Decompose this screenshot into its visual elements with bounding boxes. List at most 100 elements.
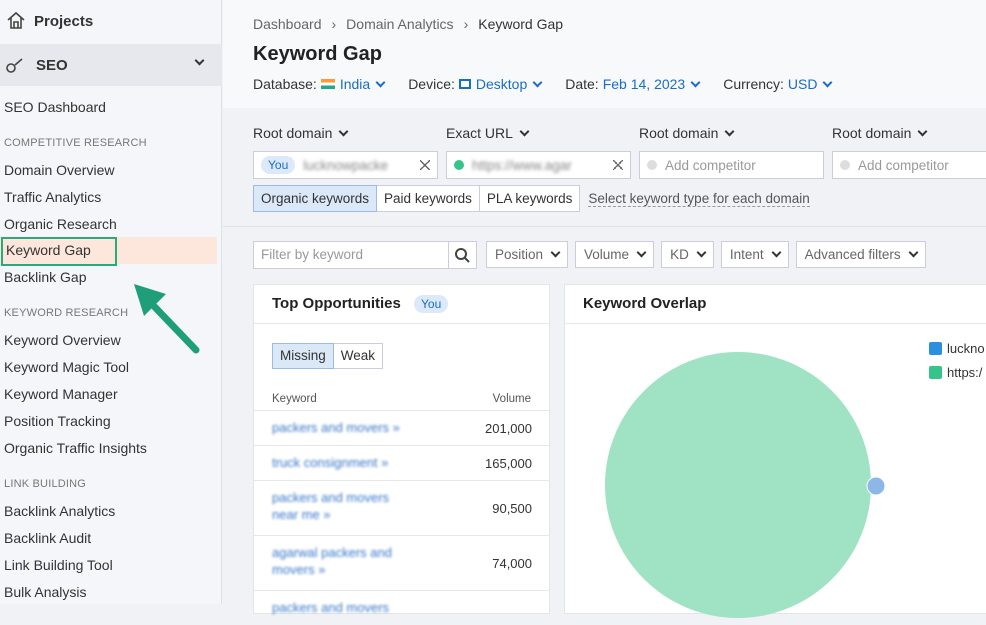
collapse-chevron <box>188 54 203 70</box>
keyword-type-button[interactable]: Organic keywords <box>253 185 378 212</box>
tab[interactable]: Missing <box>272 343 334 369</box>
domain-type[interactable]: Root domain <box>639 125 733 141</box>
keyword: agarwal packers and movers » <box>272 545 392 577</box>
screen: Projects SEO SEO Dashboard COMPETITIVE RE… <box>0 0 986 604</box>
setting-value: Desktop <box>476 76 541 92</box>
setting-value: India <box>340 76 384 92</box>
venn-circle <box>605 352 871 618</box>
keyword-row[interactable]: truck consignment » 165,000 <box>254 445 550 480</box>
projects-label: Projects <box>34 13 94 30</box>
home-icon <box>7 11 25 29</box>
keyword-row[interactable]: agarwal packers and movers » 74,000 <box>254 535 550 590</box>
legend-item[interactable]: luckno <box>929 337 985 361</box>
header: Dashboard › Domain Analytics › Keyword Gap K… <box>223 0 986 108</box>
venn-diagram <box>605 352 886 618</box>
nav-item[interactable]: Keyword Manager <box>4 386 118 402</box>
section-heading: KEYWORD RESEARCH <box>4 307 129 319</box>
venn-circle <box>866 476 886 496</box>
domain-input[interactable]: Add competitor <box>639 151 824 179</box>
keyword-type-button[interactable]: Paid keywords <box>377 185 480 212</box>
nav-item-selected[interactable]: Keyword Gap <box>0 237 217 266</box>
status-dot <box>647 160 657 170</box>
clear-button[interactable] <box>613 160 623 170</box>
domain-type[interactable]: Exact URL <box>446 125 528 141</box>
legend-item[interactable]: https:/ <box>929 361 985 385</box>
domain-input[interactable]: Add competitor <box>832 151 986 179</box>
setting-label: Device: <box>408 76 455 92</box>
domain-type[interactable]: Root domain <box>832 125 926 141</box>
filter-dropdown[interactable]: Position <box>486 241 569 268</box>
nav-item[interactable]: Organic Research <box>4 216 117 232</box>
filter-dropdown[interactable]: Intent <box>720 241 789 268</box>
domain-value: lucknowpacke <box>303 157 389 173</box>
filter-placeholder: Filter by keyword <box>261 247 364 262</box>
status-dot <box>454 160 464 170</box>
projects-link[interactable]: Projects <box>6 10 93 30</box>
domain-value: Add competitor <box>665 157 756 173</box>
content: Root domain You lucknowpacke Exact URL https… <box>223 108 986 618</box>
keyword-row[interactable]: packers and movers » 201,000 <box>254 410 550 445</box>
keyword-filter[interactable]: Filter by keyword <box>253 241 477 269</box>
domain-value: https://www.agar <box>472 157 572 173</box>
nav-item[interactable]: Backlink Audit <box>4 530 92 546</box>
setting-label: Database: <box>253 76 317 92</box>
nav-item[interactable]: Domain Overview <box>4 162 115 178</box>
section-heading: COMPETITIVE RESEARCH <box>4 137 147 149</box>
filter-dropdown[interactable]: Advanced filters <box>795 241 926 268</box>
pointer-arrow <box>134 284 200 354</box>
legend: luckno https:/ <box>929 337 985 385</box>
filter-dropdown[interactable]: Volume <box>575 241 655 268</box>
keyword-row[interactable]: packers and movers <box>254 590 550 620</box>
keyword: packers and movers » <box>272 420 400 435</box>
search-button[interactable] <box>448 242 476 268</box>
settings-bar: Database: India Device: Desktop Date: Feb 14,… <box>253 76 831 92</box>
keyword-type-button[interactable]: PLA keywords <box>479 185 581 212</box>
volume: 74,000 <box>492 555 532 571</box>
legend-label: luckno <box>947 341 985 356</box>
column-header: Volume <box>492 393 531 405</box>
domain-input[interactable]: You lucknowpacke <box>253 151 438 179</box>
seo-section[interactable]: SEO <box>0 44 222 86</box>
seo-icon <box>6 58 23 73</box>
volume: 201,000 <box>485 420 532 436</box>
nav-item[interactable]: Position Tracking <box>4 413 111 429</box>
divider <box>254 323 550 324</box>
setting-value: USD <box>788 76 832 92</box>
nav-item[interactable]: Bulk Analysis <box>4 584 87 600</box>
nav-item[interactable]: Link Building Tool <box>4 557 113 573</box>
clear-button[interactable] <box>420 160 430 170</box>
nav-item[interactable]: Backlink Analytics <box>4 503 116 519</box>
filter-dropdown[interactable]: KD <box>661 241 714 268</box>
nav-item[interactable]: Traffic Analytics <box>4 189 102 205</box>
tab[interactable]: Weak <box>333 343 384 369</box>
nav-item[interactable]: Organic Traffic Insights <box>4 440 147 456</box>
domain-input[interactable]: https://www.agar <box>446 151 631 179</box>
sidebar: Projects SEO SEO Dashboard COMPETITIVE RE… <box>0 0 222 604</box>
keyword: truck consignment » <box>272 455 389 470</box>
crumb[interactable]: Dashboard <box>253 16 322 32</box>
setting[interactable]: Device: Desktop <box>408 76 541 92</box>
nav-item[interactable]: Keyword Magic Tool <box>4 359 130 375</box>
keyword-row[interactable]: packers and movers near me » 90,500 <box>254 480 550 535</box>
setting-label: Currency: <box>723 76 784 92</box>
nav-list: SEO Dashboard COMPETITIVE RESEARCH Domain … <box>0 94 222 606</box>
setting[interactable]: Database: India <box>253 76 384 92</box>
legend-label: https:/ <box>947 365 983 380</box>
domain-type[interactable]: Root domain <box>253 125 347 141</box>
card-title: Keyword Overlap <box>583 295 707 312</box>
breadcrumb: Dashboard › Domain Analytics › Keyword Gap <box>253 16 564 32</box>
you-badge: You <box>261 156 296 174</box>
nav-item-label: Keyword Gap <box>1 237 117 266</box>
filter-dropdowns: Position Volume KD Intent Advanced filters <box>486 241 926 268</box>
flag-icon <box>320 79 335 89</box>
crumb[interactable]: Domain Analytics <box>346 16 454 32</box>
volume: 90,500 <box>492 500 532 516</box>
setting[interactable]: Currency: USD <box>723 76 831 92</box>
nav-item[interactable]: Keyword Overview <box>4 332 121 348</box>
setting[interactable]: Date: Feb 14, 2023 <box>565 76 699 92</box>
page-title: Keyword Gap <box>253 43 382 65</box>
nav-item[interactable]: SEO Dashboard <box>4 99 106 115</box>
seo-label: SEO <box>36 57 68 74</box>
column-header: Keyword <box>272 393 317 405</box>
nav-item[interactable]: Backlink Gap <box>4 269 87 285</box>
